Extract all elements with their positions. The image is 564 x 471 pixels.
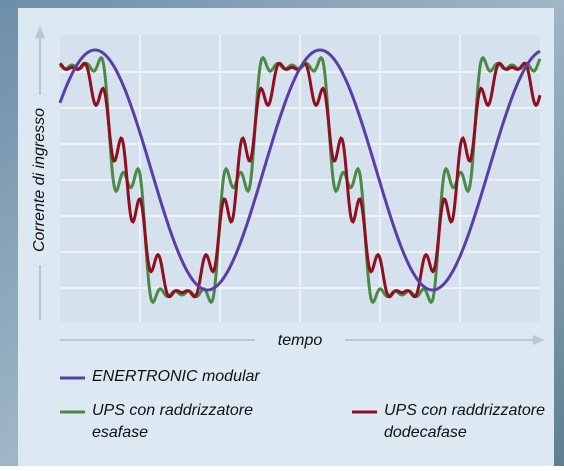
legend-label: dodecafase [384, 424, 467, 441]
legend-label: esafase [92, 424, 148, 441]
legend-label: UPS con raddrizzatore [92, 402, 253, 419]
y-axis-label: Corrente di ingresso [31, 108, 48, 252]
legend-label: UPS con raddrizzatore [384, 402, 545, 419]
x-axis-label: tempo [278, 332, 323, 349]
legend-label: ENERTRONIC modular [92, 368, 260, 385]
figure: Corrente di ingresso tempo ENERTRONIC mo… [0, 0, 564, 466]
